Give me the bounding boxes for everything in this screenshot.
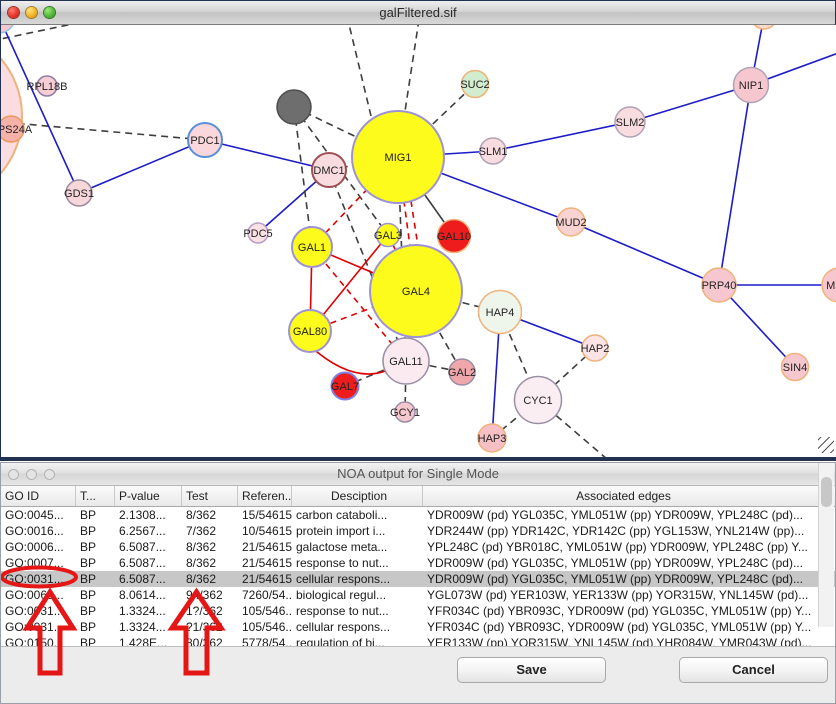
svg-text:HAP4: HAP4 [486, 307, 515, 319]
svg-text:SUC2: SUC2 [460, 79, 489, 91]
svg-text:GDS1: GDS1 [64, 188, 94, 200]
svg-text:SLM2: SLM2 [616, 117, 645, 129]
svg-text:HAP2: HAP2 [581, 343, 610, 355]
svg-text:NIP1: NIP1 [739, 80, 763, 92]
svg-text:MSI1: MSI1 [826, 280, 836, 292]
svg-text:GAL11: GAL11 [389, 356, 422, 368]
svg-text:SIN4: SIN4 [783, 362, 807, 374]
svg-text:RPS24A: RPS24A [1, 124, 33, 136]
svg-text:PDC5: PDC5 [243, 228, 272, 240]
svg-text:MIG1: MIG1 [385, 152, 412, 164]
svg-text:GCY1: GCY1 [390, 407, 420, 419]
svg-text:MUD2: MUD2 [555, 217, 586, 229]
svg-text:GAL4: GAL4 [402, 286, 430, 298]
svg-text:GAL10: GAL10 [437, 231, 471, 243]
svg-text:RPL18B: RPL18B [27, 81, 68, 93]
svg-text:GAL2: GAL2 [448, 367, 476, 379]
svg-text:SLM1: SLM1 [479, 146, 508, 158]
svg-text:GAL3: GAL3 [374, 230, 402, 242]
svg-text:PRP40: PRP40 [702, 280, 737, 292]
svg-text:GAL1: GAL1 [298, 242, 326, 254]
svg-text:PDC1: PDC1 [190, 135, 219, 147]
svg-text:DMC1: DMC1 [313, 165, 344, 177]
svg-text:CYC1: CYC1 [523, 395, 552, 407]
svg-text:HAP3: HAP3 [478, 433, 507, 445]
svg-text:GAL80: GAL80 [293, 326, 327, 338]
svg-text:GAL7: GAL7 [331, 381, 359, 393]
